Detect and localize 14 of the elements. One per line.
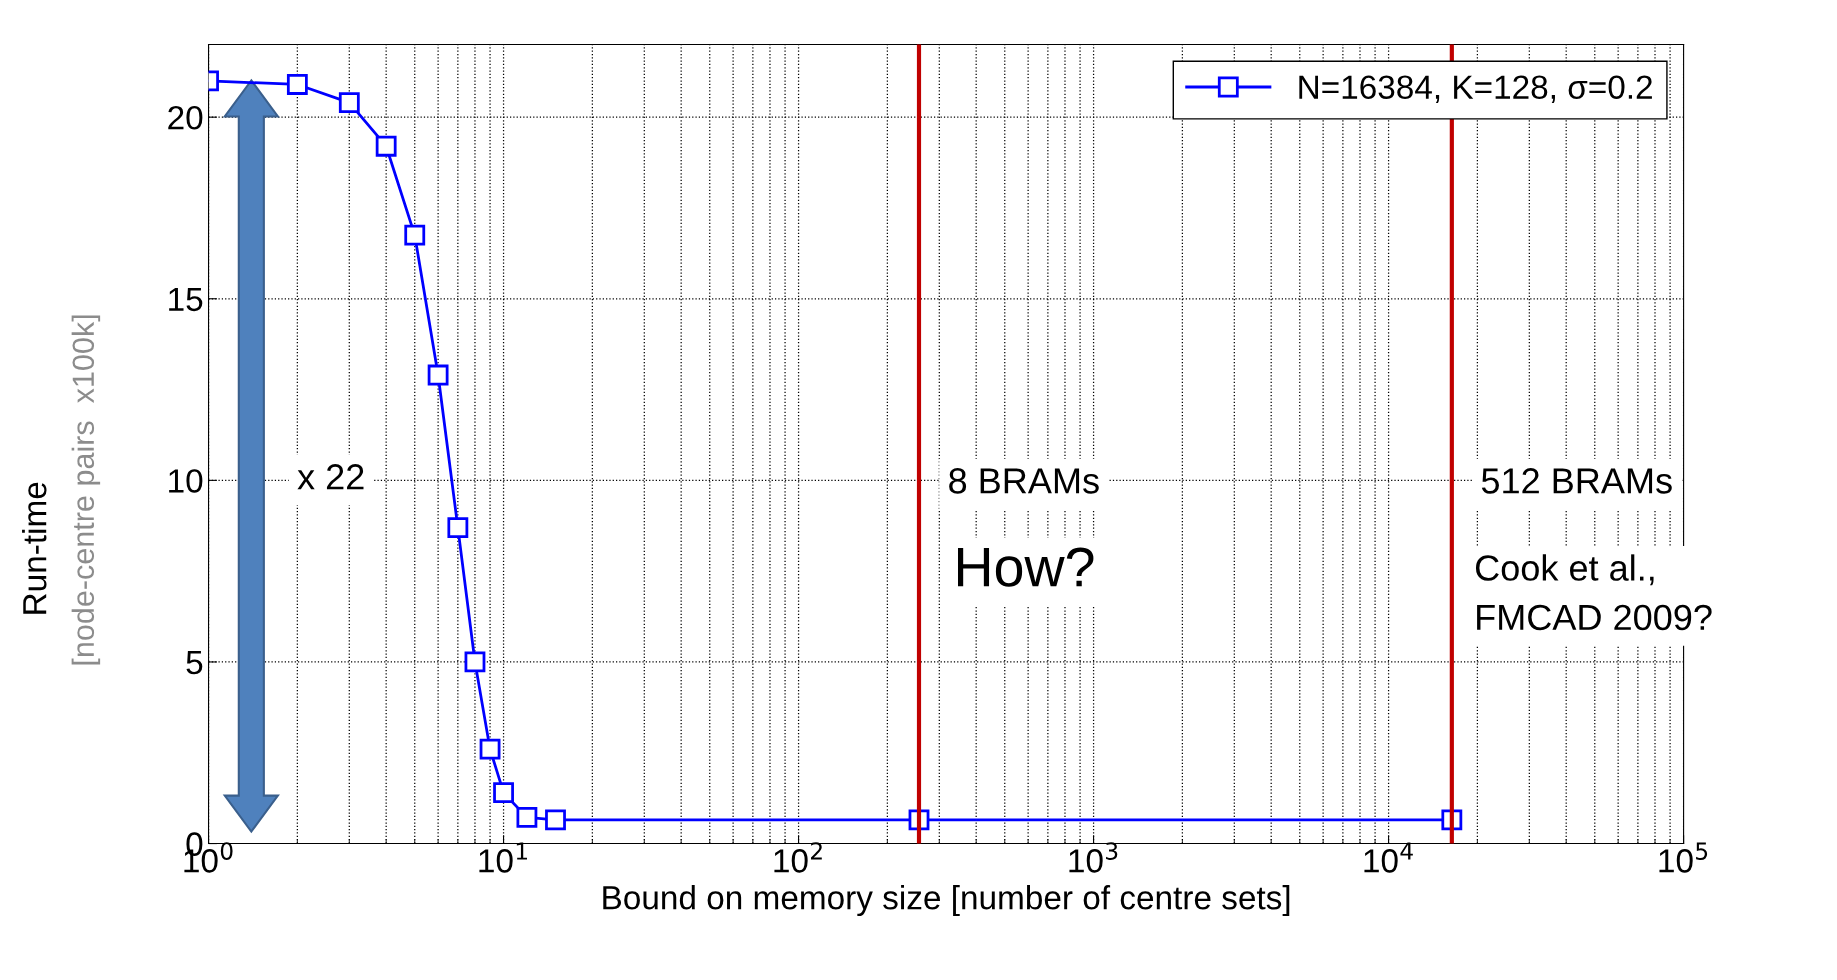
ref-line-label: 512 BRAMs (1481, 468, 1672, 494)
x-tick-label: 10$^{5}$ (1659, 842, 1708, 873)
annotation: Cook et al., FMCAD 2009? (1475, 554, 1712, 631)
x-tick-label: 10$^{4}$ (1364, 842, 1413, 873)
ref-line-label: 8 BRAMs (949, 468, 1099, 494)
annotation: x 22 (297, 464, 364, 490)
y-tick-label: 5 (186, 651, 203, 675)
y-axis-title: Run-time [node-centre pairs x100k] (22, 315, 101, 665)
y-tick-label: 20 (168, 105, 203, 130)
y-tick-label: 15 (169, 287, 203, 312)
x-axis-title: Bound on memory size [number of centre sets] (603, 885, 1290, 917)
legend-label: N=16384, K=128, σ=0.2 (1299, 75, 1652, 103)
annotation: How? (958, 547, 1094, 587)
y-tick-label: 10 (169, 469, 203, 493)
